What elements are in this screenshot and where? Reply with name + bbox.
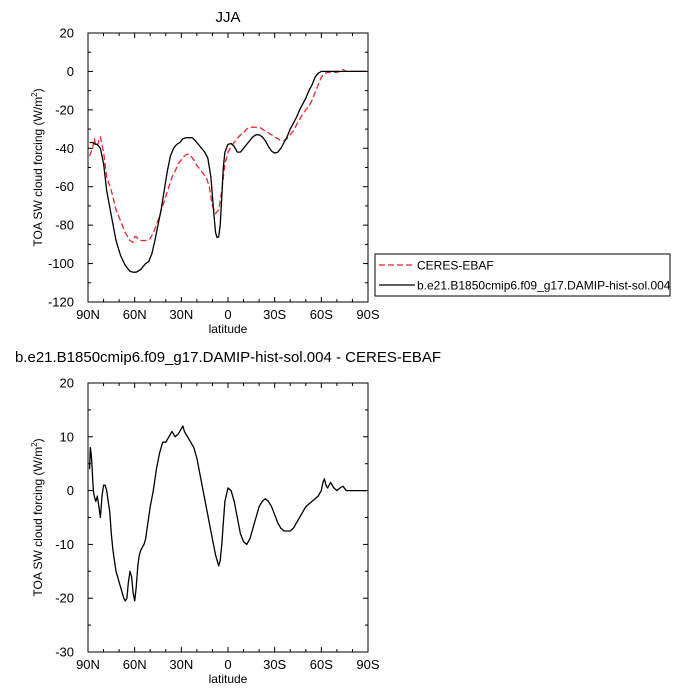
y-axis-label: TOA SW cloud forcing (W/m2): [30, 88, 45, 246]
x-axis-label: latitude: [209, 672, 248, 686]
x-tick-label: 60N: [123, 657, 147, 672]
x-tick-label: 0: [224, 307, 231, 322]
legend-entry: CERES-EBAF: [417, 259, 494, 273]
x-tick-label: 90S: [356, 307, 379, 322]
y-tick-label: -100: [48, 256, 74, 271]
y-tick-label: 20: [60, 376, 74, 391]
y-tick-label: -80: [55, 218, 74, 233]
y-tick-label: -60: [55, 179, 74, 194]
legend: CERES-EBAF b.e21.B1850cmip6.f09_g17.DAMIP…: [374, 253, 671, 297]
series-line-1: [89, 70, 367, 273]
x-tick-label: 90N: [76, 657, 100, 672]
x-tick-label: 90N: [76, 307, 100, 322]
series-group: [88, 68, 367, 273]
series-line-0: [88, 425, 367, 602]
x-tick-label: 90S: [356, 657, 379, 672]
y-tick-label: 20: [60, 26, 74, 41]
x-tick-label: 60N: [123, 307, 147, 322]
legend-entry: b.e21.B1850cmip6.f09_g17.DAMIP-hist-sol.…: [417, 279, 671, 293]
series-line-0: [88, 68, 367, 244]
series-group: [88, 425, 367, 602]
plot-frame: [87, 382, 369, 653]
chart-title: JJA: [215, 9, 240, 26]
legend-box: [374, 253, 671, 297]
x-tick-label: 0: [224, 657, 231, 672]
y-tick-label: 0: [67, 483, 74, 498]
y-tick-label: 10: [60, 429, 74, 444]
x-tick-label: 60S: [310, 307, 333, 322]
y-tick-label: -120: [48, 295, 74, 310]
top-chart: JJA 90N 60N 30N 0 30S 60S 90S -120 -100 -80 -60 -40 -…: [30, 9, 380, 336]
y-tick-label: -20: [55, 591, 74, 606]
x-tick-label: 30S: [263, 657, 286, 672]
y-tick-label: 0: [67, 64, 74, 79]
y-tick-label: -30: [55, 645, 74, 660]
x-tick-label: 30N: [169, 657, 193, 672]
x-tick-label: 30S: [263, 307, 286, 322]
chart-title: b.e21.B1850cmip6.f09_g17.DAMIP-hist-sol.…: [15, 349, 441, 366]
y-tick-label: -20: [55, 102, 74, 117]
x-tick-label: 60S: [310, 657, 333, 672]
bottom-chart: b.e21.B1850cmip6.f09_g17.DAMIP-hist-sol.…: [15, 349, 441, 686]
y-tick-label: -10: [55, 537, 74, 552]
y-axis-label: TOA SW cloud forcing (W/m2): [30, 438, 45, 596]
y-tick-label: -40: [55, 141, 74, 156]
x-axis-label: latitude: [209, 322, 248, 336]
x-tick-label: 30N: [169, 307, 193, 322]
